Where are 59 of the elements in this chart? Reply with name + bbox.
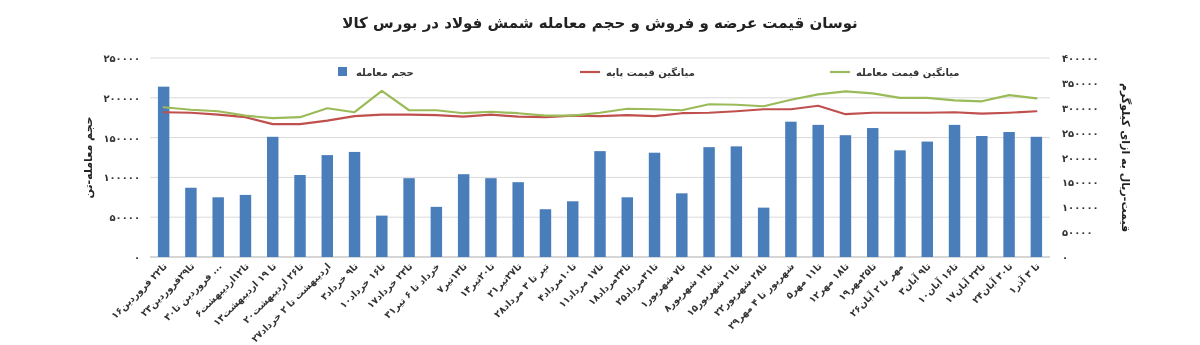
y2-tick-label: ۱۵۰۰۰۰ xyxy=(1062,177,1099,189)
bar xyxy=(867,128,879,257)
y2-tick-label: ۵۰۰۰۰ xyxy=(1062,227,1093,239)
legend-label: میانگین قیمت پایه xyxy=(606,66,695,79)
bar xyxy=(457,174,470,257)
bar xyxy=(976,136,988,257)
y2-tick-label: ۰ xyxy=(1062,252,1069,263)
bar xyxy=(485,178,497,257)
y2-tick-label: ۱۰۰۰۰۰ xyxy=(1062,202,1099,214)
bar xyxy=(376,215,388,257)
bar xyxy=(921,141,933,257)
bar xyxy=(676,193,688,257)
y-tick-label: ۰ xyxy=(133,252,140,263)
bar xyxy=(403,178,415,257)
bar xyxy=(567,201,579,257)
bar xyxy=(785,121,797,257)
bar xyxy=(1003,132,1015,257)
bar xyxy=(212,197,224,257)
bar xyxy=(185,187,197,257)
bar xyxy=(648,152,661,257)
bar xyxy=(621,197,633,257)
bar xyxy=(812,124,824,257)
bar xyxy=(757,207,770,257)
bar xyxy=(539,209,552,257)
bar xyxy=(348,151,361,257)
y-axis-title: حجم معامله-تن xyxy=(82,116,95,199)
bar xyxy=(730,146,743,257)
bar xyxy=(267,136,279,257)
bar xyxy=(430,206,443,257)
y-tick-label: ۱۰۰۰۰۰ xyxy=(103,172,140,184)
y2-tick-label: ۳۰۰۰۰۰ xyxy=(1062,102,1099,114)
bar xyxy=(594,151,606,257)
y2-tick-label: ۲۰۰۰۰۰ xyxy=(1062,152,1099,164)
y-tick-label: ۲۵۰۰۰۰ xyxy=(103,53,140,64)
bar xyxy=(839,135,852,257)
legend-label: میانگین قیمت معامله xyxy=(856,66,960,79)
bar xyxy=(1030,136,1043,257)
legend-label: حجم معامله xyxy=(356,67,414,78)
bar xyxy=(703,147,715,257)
y-tick-label: ۱۵۰۰۰۰ xyxy=(103,132,140,144)
bar xyxy=(239,194,252,257)
bar xyxy=(294,175,306,257)
bar xyxy=(157,86,170,257)
bar xyxy=(512,182,524,257)
legend-item: میانگین قیمت معامله xyxy=(830,67,960,78)
bar xyxy=(894,150,906,257)
y-tick-label: ۲۰۰۰۰۰ xyxy=(103,92,140,104)
y-tick-label: ۵۰۰۰۰ xyxy=(109,212,140,224)
legend-item: حجم معامله xyxy=(338,67,414,78)
y2-tick-label: ۲۵۰۰۰۰ xyxy=(1062,127,1099,139)
chart-title: نوسان قیمت عرضه و فروش و حجم معامله شمش فولاد در بورس کالا xyxy=(342,14,858,32)
bar xyxy=(321,155,333,257)
line-series xyxy=(162,104,1038,126)
y2-tick-label: ۳۵۰۰۰۰ xyxy=(1062,77,1099,89)
legend-item: میانگین قیمت پایه xyxy=(580,67,695,78)
y2-tick-label: ۴۰۰۰۰۰ xyxy=(1062,53,1099,64)
y2-axis-title: قیمت-ریال به ازای کیلوگرم xyxy=(1119,82,1132,233)
bar xyxy=(948,124,961,257)
line-series xyxy=(162,89,1038,120)
